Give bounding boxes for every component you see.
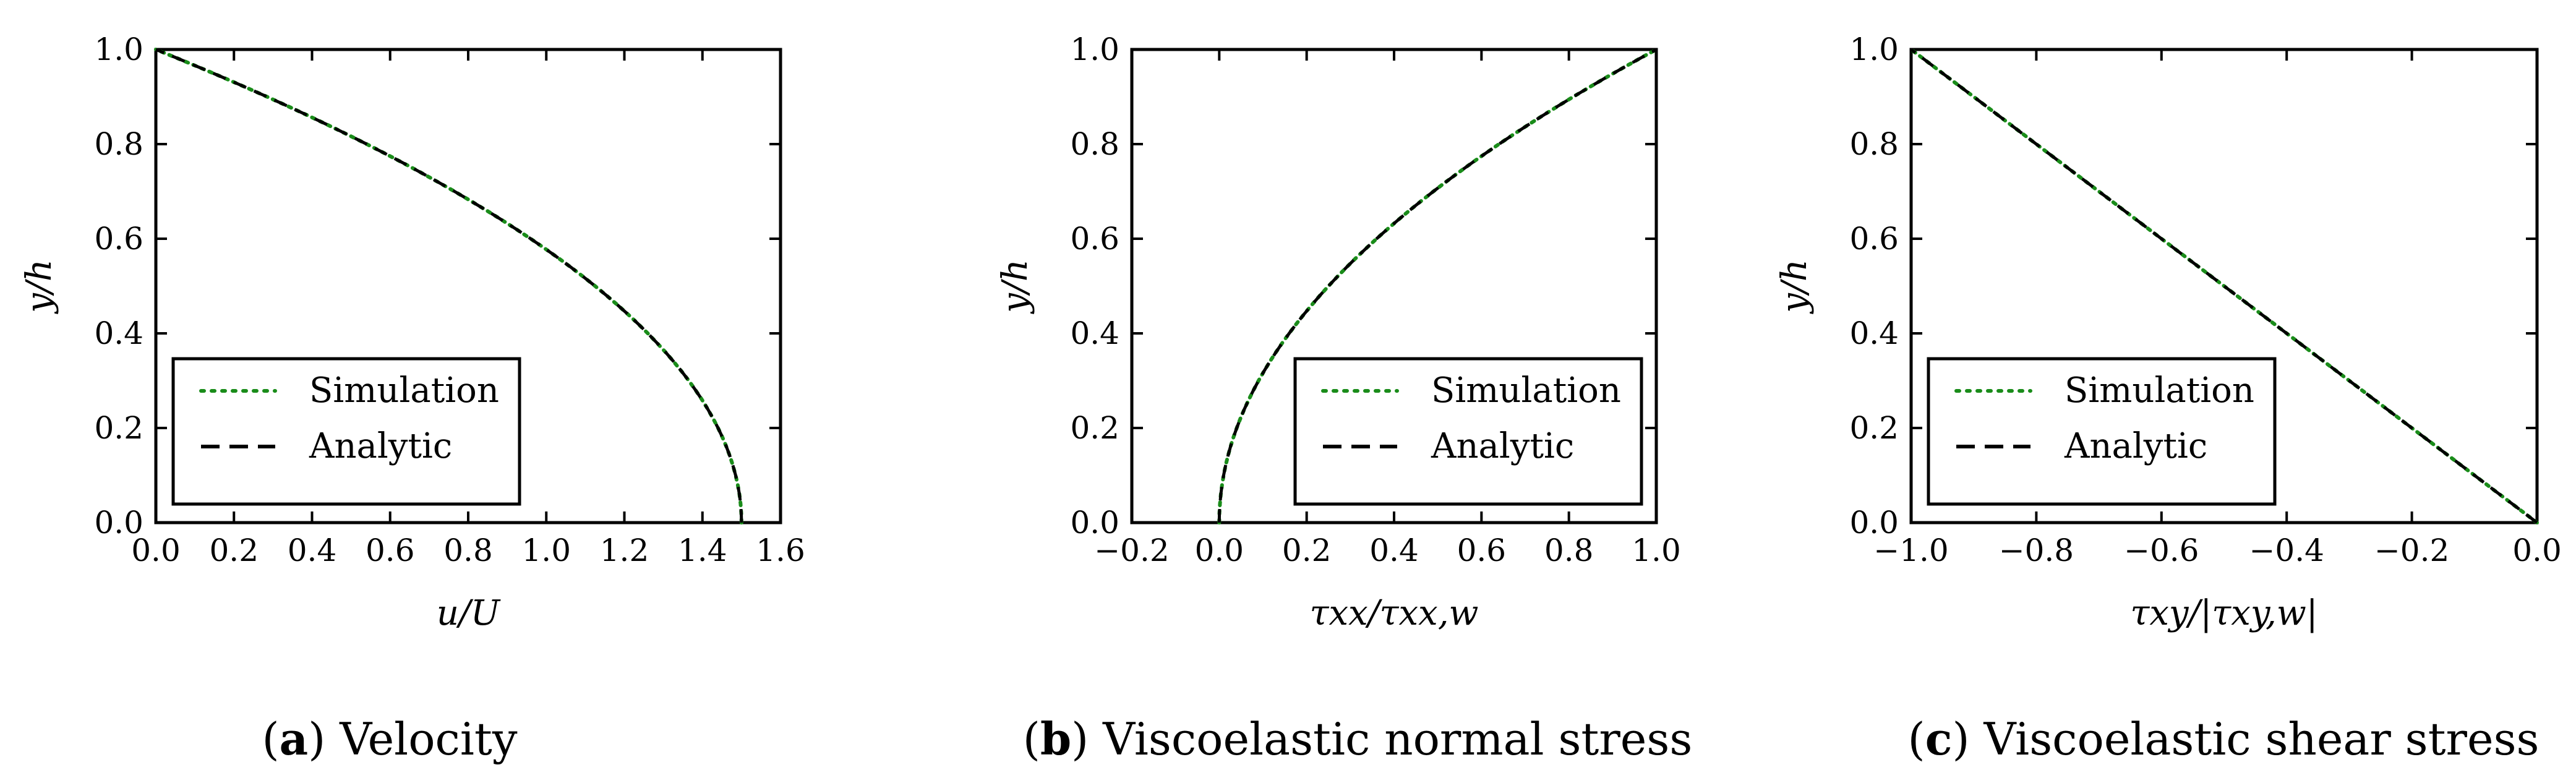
legend-label-analytic: Analytic — [309, 426, 452, 466]
caption-letter: a — [280, 712, 309, 765]
x-tick-label: 0.6 — [366, 533, 415, 568]
legend-label-analytic: Analytic — [1431, 426, 1574, 466]
x-tick-label: 1.0 — [1632, 533, 1681, 568]
x-tick-label: 0.8 — [443, 533, 493, 568]
x-tick-label: 0.2 — [209, 533, 259, 568]
x-tick-label: 1.2 — [600, 533, 649, 568]
y-tick-label: 0.4 — [1070, 315, 1119, 351]
x-tick-label: 0.0 — [2512, 533, 2562, 568]
caption-letter: b — [1040, 712, 1071, 765]
x-tick-label: 0.0 — [131, 533, 181, 568]
legend-label-analytic: Analytic — [2064, 426, 2207, 466]
y-tick-label: 0.8 — [1070, 126, 1119, 162]
x-tick-label: 0.4 — [288, 533, 337, 568]
panel-c: −1.0 −0.8 −0.6 −0.4 −0.2 0.0 0.0 0.2 0.4 0.6 0.8 1.… — [1774, 32, 2562, 765]
x-axis-label: τxx/τxx,w — [1310, 593, 1479, 633]
caption-open-paren: ( — [1023, 713, 1040, 765]
y-tick-label: 0.2 — [1070, 410, 1119, 446]
legend-box — [171, 357, 521, 506]
legend: Simulation Analytic — [1293, 357, 1643, 506]
y-tick-label: 0.8 — [94, 126, 143, 162]
x-tick-label: 1.0 — [521, 533, 571, 568]
y-tick-label: 0.0 — [94, 505, 143, 541]
x-tick-label: −1.0 — [1873, 533, 1948, 568]
caption: (a) Velocity — [262, 712, 517, 765]
y-tick-label: 0.4 — [1849, 315, 1899, 351]
legend: Simulation Analytic — [171, 357, 521, 506]
legend-box — [1293, 357, 1643, 506]
y-tick-label: 0.6 — [1849, 221, 1899, 257]
legend-label-simulation: Simulation — [2065, 370, 2254, 411]
caption-text: Velocity — [339, 713, 518, 765]
y-tick-label: 0.0 — [1849, 505, 1899, 541]
x-axis-label: u/U — [437, 593, 501, 633]
caption-open-paren: ( — [262, 713, 279, 765]
x-tick-label: −0.8 — [1999, 533, 2074, 568]
legend-box — [1927, 357, 2277, 506]
y-axis-label: y/h — [1774, 259, 1815, 315]
x-tick-label: 0.0 — [1195, 533, 1244, 568]
x-tick-label: 1.4 — [678, 533, 727, 568]
panel-a: 0.0 0.2 0.4 0.6 0.8 1.0 1.2 1.4 1.6 0.0 0.2 0.4 0.6 0… — [19, 32, 805, 765]
caption-letter: c — [1925, 712, 1953, 765]
caption-open-paren: ( — [1908, 713, 1925, 765]
x-tick-label: −0.2 — [2374, 533, 2449, 568]
x-axis-label: τxy/|τxy,w| — [2130, 593, 2317, 633]
caption-text: Viscoelastic normal stress — [1102, 713, 1692, 765]
y-axis-label: y/h — [19, 259, 59, 315]
y-tick-label: 1.0 — [1849, 32, 1899, 67]
y-tick-label: 0.6 — [1070, 221, 1119, 257]
y-tick-label: 1.0 — [94, 32, 143, 67]
series-line-analytic — [1217, 48, 1658, 523]
legend: Simulation Analytic — [1927, 357, 2277, 506]
x-tick-label: 0.6 — [1457, 533, 1507, 568]
y-tick-label: 0.6 — [94, 221, 143, 257]
y-tick-label: 0.4 — [94, 315, 143, 351]
x-tick-label: 0.2 — [1282, 533, 1332, 568]
legend-label-simulation: Simulation — [1431, 370, 1621, 411]
y-tick-label: 0.2 — [94, 410, 143, 446]
series-line-analytic — [1910, 48, 2538, 524]
y-tick-label: 0.8 — [1849, 126, 1899, 162]
series-line-simulation — [154, 48, 743, 524]
y-tick-label: 0.2 — [1849, 410, 1899, 446]
caption-text: Viscoelastic shear stress — [1983, 713, 2539, 765]
x-tick-label: −0.4 — [2249, 533, 2324, 568]
plot-frame — [1909, 48, 2539, 524]
x-tick-label: −0.6 — [2124, 533, 2199, 568]
x-tick-label: 0.8 — [1544, 533, 1594, 568]
legend-label-simulation: Simulation — [309, 370, 499, 411]
caption-close-paren: ) — [1952, 713, 1983, 765]
x-tick-label: 0.4 — [1369, 533, 1419, 568]
caption-close-paren: ) — [308, 713, 340, 765]
y-axis-label: y/h — [995, 259, 1035, 315]
y-tick-label: 1.0 — [1070, 32, 1119, 67]
caption: (b) Viscoelastic normal stress — [1023, 712, 1693, 765]
caption: (c) Viscoelastic shear stress — [1908, 712, 2540, 765]
panel-b: −0.2 0.0 0.2 0.4 0.6 0.8 1.00.00.20.40.60.81.0… — [995, 32, 1692, 765]
x-tick-label: −0.2 — [1094, 533, 1169, 568]
caption-close-paren: ) — [1071, 713, 1103, 765]
y-tick-label: 0.0 — [1070, 505, 1119, 541]
x-tick-label: 1.6 — [756, 533, 805, 568]
